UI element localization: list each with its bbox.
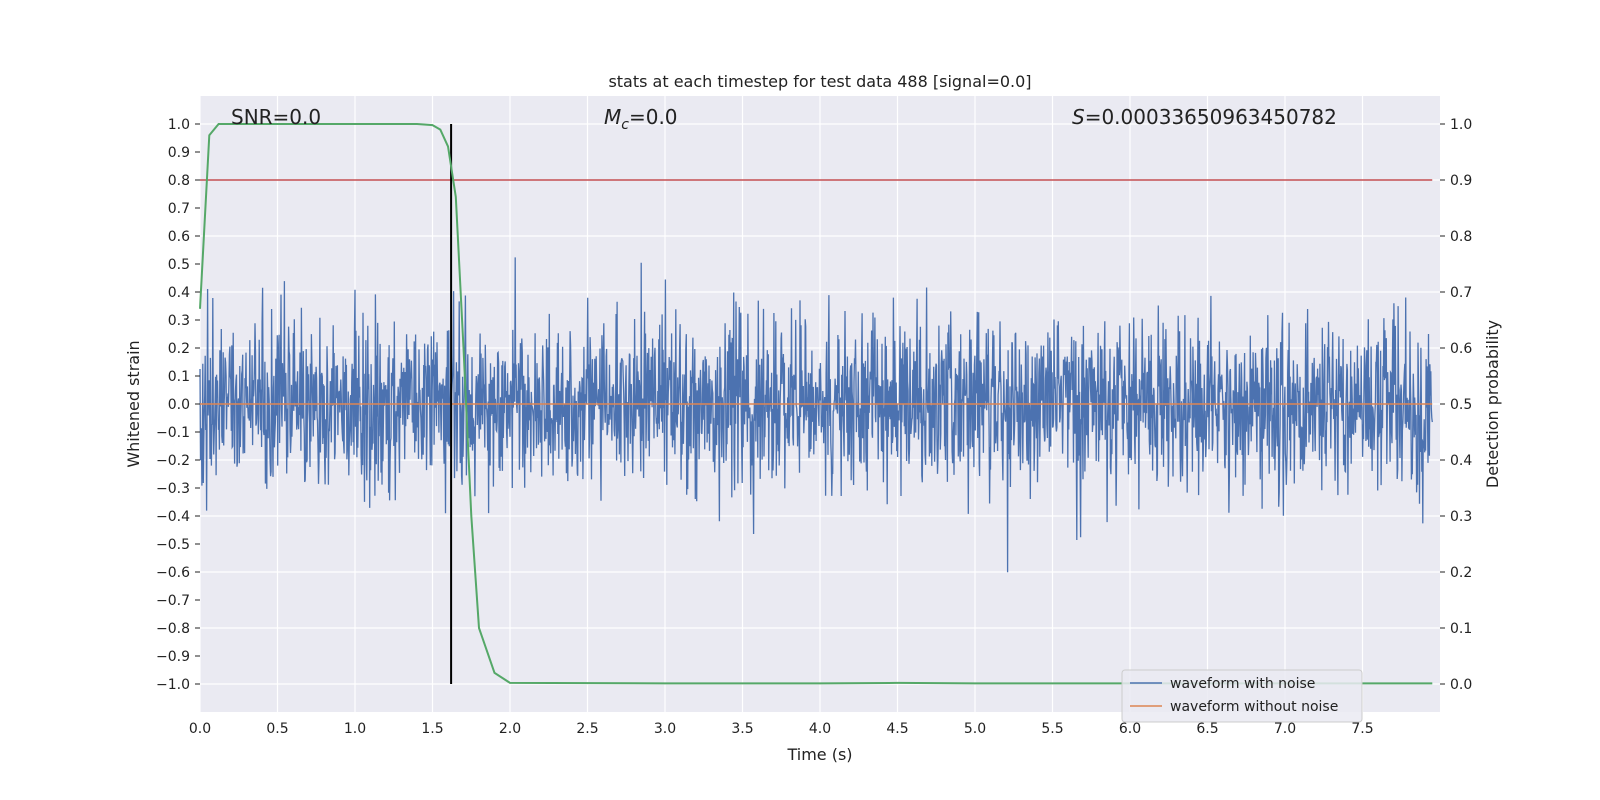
x-tick-label: 5.0	[964, 721, 986, 737]
noise-waveform	[199, 257, 1433, 573]
legend-box	[1121, 669, 1363, 723]
y2-tick-label: 1.0	[1450, 117, 1472, 133]
x-tick-label: 7.5	[1351, 721, 1373, 737]
y-tick-label: 0.4	[168, 285, 190, 301]
y-tick-label: −0.1	[156, 425, 190, 441]
x-tick-label: 4.0	[809, 721, 831, 737]
y2-tick-label: 0.8	[1450, 229, 1472, 245]
y2-tick-label: 0.6	[1450, 341, 1472, 357]
y2-tick-label: 0.1	[1450, 621, 1472, 637]
y-tick-label: 0.5	[168, 257, 190, 273]
x-tick-label: 0.0	[189, 721, 211, 737]
y-tick-label: 0.7	[168, 201, 190, 217]
x-tick-label: 0.5	[266, 721, 288, 737]
y-tick-label: −0.2	[156, 453, 190, 469]
x-tick-label: 1.0	[344, 721, 366, 737]
y2-tick-label: 0.4	[1450, 453, 1472, 469]
y-tick-label: 0.2	[168, 341, 190, 357]
y2-tick-label: 0.5	[1450, 397, 1472, 413]
snr-annotation: SNR=0.0	[231, 105, 321, 129]
y-tick-label: −0.9	[156, 649, 190, 665]
tick-labels: 0.0 0.5 1.0 1.5 2.0 2.5 3.0 3.5 4.0 4.5 5.0 5.5 6.0 6…	[156, 117, 1472, 737]
x-tick-label: 3.5	[731, 721, 753, 737]
y-tick-label: 0.3	[168, 313, 190, 329]
y-tick-label: 0.0	[168, 397, 190, 413]
y-tick-label: −0.3	[156, 481, 190, 497]
y-tick-label: 1.0	[168, 117, 190, 133]
line-series	[199, 123, 1433, 685]
y-tick-label: −0.5	[156, 537, 190, 553]
y2-tick-label: 0.7	[1450, 285, 1472, 301]
y-tick-label: 0.1	[168, 369, 190, 385]
y-tick-label: 0.8	[168, 173, 190, 189]
y2-axis-label: Detection probability	[1483, 320, 1502, 488]
x-axis-label: Time (s)	[786, 745, 852, 764]
y-tick-label: −0.7	[156, 593, 190, 609]
x-tick-label: 6.5	[1196, 721, 1218, 737]
legend-label-clean: waveform without noise	[1170, 699, 1338, 715]
x-tick-label: 3.0	[654, 721, 676, 737]
y-tick-label: −0.8	[156, 621, 190, 637]
y-axis-label: Whitened strain	[124, 340, 143, 467]
y-tick-label: −0.6	[156, 565, 190, 581]
x-tick-label: 2.0	[499, 721, 521, 737]
x-tick-label: 6.0	[1119, 721, 1141, 737]
chirp-mass-annotation: Mc=0.0	[604, 105, 678, 133]
y-tick-label: −1.0	[156, 677, 190, 693]
y2-tick-label: 0.3	[1450, 509, 1472, 525]
x-tick-label: 7.0	[1274, 721, 1296, 737]
chart-title: stats at each timestep for test data 488…	[608, 72, 1031, 91]
statistic-annotation: S=0.00033650963450782	[1072, 105, 1337, 129]
y-tick-label: 0.6	[168, 229, 190, 245]
legend: waveform with noise waveform without noi…	[1121, 669, 1363, 723]
y-tick-label: 0.9	[168, 145, 190, 161]
x-tick-label: 5.5	[1041, 721, 1063, 737]
y2-tick-label: 0.0	[1450, 677, 1472, 693]
x-tick-label: 1.5	[421, 721, 443, 737]
x-tick-label: 2.5	[576, 721, 598, 737]
legend-label-noise: waveform with noise	[1170, 676, 1315, 692]
noise-series	[199, 257, 1433, 573]
y-tick-label: −0.4	[156, 509, 190, 525]
y2-tick-label: 0.2	[1450, 565, 1472, 581]
x-tick-label: 4.5	[886, 721, 908, 737]
detection-probability-line	[199, 123, 1433, 685]
y2-tick-label: 0.9	[1450, 173, 1472, 189]
